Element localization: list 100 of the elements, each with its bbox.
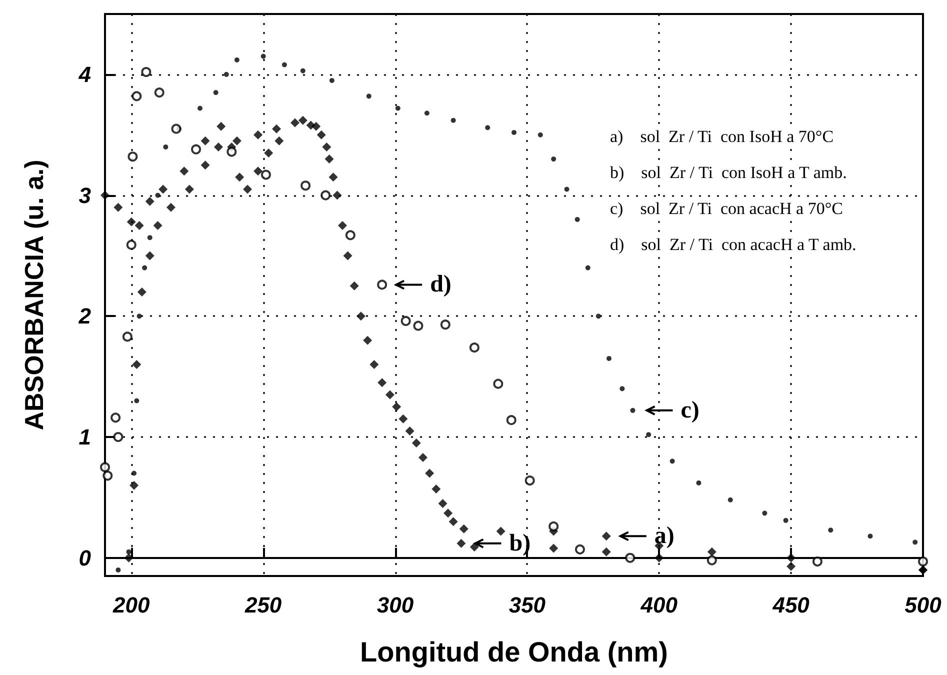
point (728, 497, 733, 502)
point (912, 540, 918, 545)
point (596, 314, 601, 319)
point (343, 251, 352, 260)
point (868, 534, 873, 539)
point (564, 186, 570, 192)
point (122, 332, 132, 342)
x-tick-label: 250 (244, 592, 282, 618)
point (350, 281, 359, 290)
point (485, 125, 490, 130)
point (324, 154, 334, 164)
point (100, 190, 110, 200)
point (551, 156, 556, 162)
point (153, 221, 162, 230)
point (113, 432, 124, 442)
point (630, 408, 636, 413)
point (232, 136, 242, 146)
point (602, 532, 611, 541)
point (413, 320, 424, 331)
point (124, 553, 134, 562)
point (171, 124, 182, 134)
point (226, 146, 237, 157)
point (356, 312, 366, 321)
point (260, 170, 271, 180)
annotation: a) (654, 523, 674, 550)
point (163, 144, 168, 150)
point (200, 160, 210, 170)
x-axis-title: Longitud de Onda (nm) (360, 636, 668, 668)
point (126, 549, 132, 554)
point (200, 136, 210, 146)
point (320, 190, 331, 200)
x-tick-label: 350 (508, 592, 546, 618)
point (524, 476, 535, 486)
point (180, 166, 189, 176)
point (549, 544, 558, 553)
point (134, 398, 140, 404)
point (366, 94, 372, 99)
point (363, 336, 372, 345)
x-tick-label: 400 (640, 592, 678, 618)
point (132, 470, 137, 476)
x-tick-label: 450 (772, 592, 810, 618)
point (828, 528, 834, 533)
point (418, 453, 428, 462)
point (345, 230, 356, 240)
point (282, 62, 287, 68)
point (235, 172, 244, 182)
point (606, 356, 612, 361)
point (300, 68, 306, 74)
point (654, 553, 664, 562)
point (242, 184, 252, 194)
point (412, 438, 421, 448)
point (155, 192, 160, 198)
point (145, 251, 154, 260)
y-tick-label: 1 (78, 424, 91, 450)
annotation: d) sol Zr / Ti con acacH a T amb. (610, 235, 856, 254)
point (216, 122, 226, 131)
point (400, 316, 411, 326)
point (786, 562, 796, 571)
point (136, 314, 142, 319)
point (469, 342, 480, 353)
point (328, 172, 338, 182)
point (918, 556, 928, 566)
point (312, 122, 321, 131)
point (128, 152, 138, 162)
point (100, 462, 110, 472)
point (147, 235, 152, 240)
point (116, 567, 121, 572)
point (126, 217, 136, 226)
point (214, 142, 223, 152)
point (332, 190, 342, 200)
point (191, 144, 202, 154)
point (338, 221, 347, 230)
point (300, 180, 311, 191)
point (432, 484, 441, 494)
point (377, 280, 388, 290)
point (392, 402, 402, 412)
point (548, 521, 559, 532)
point (625, 552, 636, 563)
point (224, 72, 229, 77)
point (134, 221, 144, 230)
point (812, 556, 822, 566)
point (398, 414, 408, 424)
annotation: b) sol Zr / Ti con IsoH a T amb. (610, 163, 847, 182)
point (130, 480, 139, 490)
point (506, 415, 516, 426)
point (438, 498, 448, 508)
y-axis-title: ABSORBANCIA (u. a.) (19, 160, 49, 430)
x-tick-label: 500 (904, 592, 942, 618)
point (786, 553, 796, 562)
point (132, 91, 142, 102)
point (450, 118, 456, 123)
point (378, 378, 387, 388)
point (696, 480, 702, 486)
point (274, 136, 284, 146)
point (574, 544, 585, 554)
point (141, 67, 152, 78)
y-tick-label: 3 (78, 182, 91, 208)
point (762, 510, 768, 516)
point (707, 547, 716, 556)
point (158, 184, 168, 194)
